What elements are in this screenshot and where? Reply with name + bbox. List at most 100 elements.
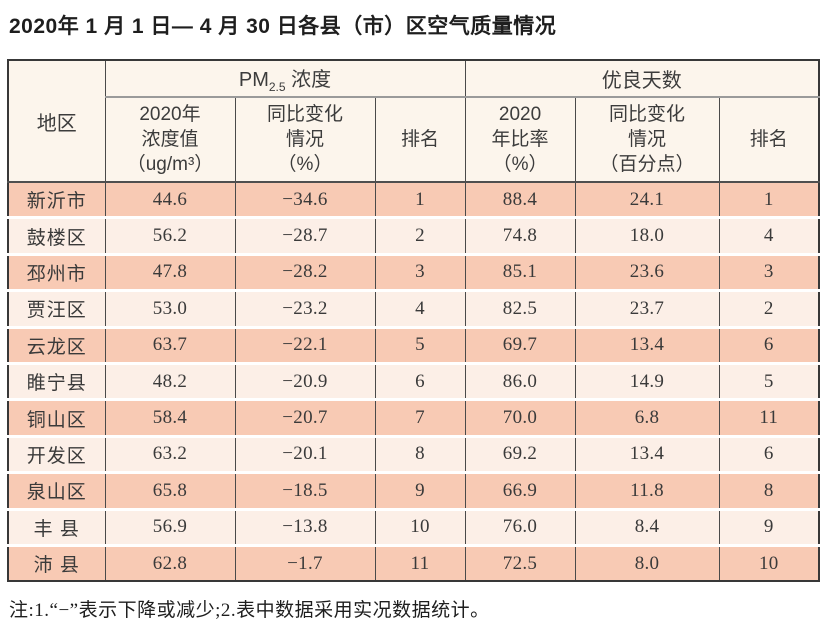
cell-good_ratio: 69.2 <box>464 436 576 475</box>
cell-pm25_value: 53.0 <box>104 290 235 329</box>
table-row: 开发区 63.2 −20.1 8 69.2 13.4 6 <box>7 436 820 475</box>
cell-good_change: 13.4 <box>574 436 720 475</box>
cell-good_ratio: 88.4 <box>464 182 576 220</box>
cell-pm25_rank: 11 <box>374 545 466 582</box>
table-row: 睢宁县 48.2 −20.9 6 86.0 14.9 5 <box>7 363 820 402</box>
cell-pm25_rank: 2 <box>374 217 466 256</box>
cell-pm25_change: −34.6 <box>234 182 375 220</box>
cell-good_change: 13.4 <box>574 327 720 365</box>
cell-good_ratio: 76.0 <box>464 509 576 547</box>
cell-good_change: 23.7 <box>574 290 720 329</box>
cell-good_change: 8.0 <box>574 545 720 582</box>
cell-region: 睢宁县 <box>7 363 105 402</box>
cell-good_rank: 6 <box>718 436 820 475</box>
cell-pm25_value: 47.8 <box>104 254 235 293</box>
cell-good_rank: 10 <box>718 545 820 582</box>
cell-good_ratio: 82.5 <box>464 290 576 329</box>
header-sub-row: 2020年 浓度值 （ug/m³） 同比变化 情况 （%） 排名 2020 年比… <box>8 97 820 183</box>
table-row: 邳州市 47.8 −28.2 3 85.1 23.6 3 <box>7 254 820 293</box>
cell-pm25_value: 58.4 <box>104 399 235 438</box>
cell-good_change: 24.1 <box>574 182 720 220</box>
column-group-good-days: 优良天数 <box>464 60 820 98</box>
column-header-pm25-rank: 排名 <box>374 97 466 183</box>
cell-good_change: 6.8 <box>574 399 720 438</box>
cell-pm25_change: −23.2 <box>234 290 375 329</box>
cell-good_change: 14.9 <box>574 363 720 402</box>
cell-region: 铜山区 <box>7 399 105 438</box>
table-header: 地区 PM2.5 浓度 优良天数 2020年 浓度值 （ug/m³） 同比变化 … <box>7 60 820 183</box>
cell-pm25_rank: 9 <box>374 472 466 511</box>
cell-good_ratio: 69.7 <box>464 327 576 365</box>
page-title: 2020年 1 月 1 日— 4 月 30 日各县（市）区空气质量情况 <box>9 15 557 38</box>
cell-good_change: 8.4 <box>574 509 720 547</box>
table-row: 鼓楼区 56.2 −28.7 2 74.8 18.0 4 <box>7 217 820 256</box>
cell-good_change: 18.0 <box>574 217 720 256</box>
cell-good_rank: 2 <box>718 290 820 329</box>
cell-pm25_value: 62.8 <box>104 545 235 582</box>
table-row: 沛 县 62.8 −1.7 11 72.5 8.0 10 <box>7 545 820 582</box>
cell-pm25_rank: 4 <box>374 290 466 329</box>
cell-pm25_rank: 5 <box>374 327 466 365</box>
cell-good_ratio: 85.1 <box>464 254 576 293</box>
cell-pm25_value: 65.8 <box>104 472 235 511</box>
cell-pm25_rank: 6 <box>374 363 466 402</box>
cell-pm25_change: −1.7 <box>234 545 375 582</box>
air-quality-table: 地区 PM2.5 浓度 优良天数 2020年 浓度值 （ug/m³） 同比变化 … <box>7 59 821 583</box>
table-body: 新沂市 44.6 −34.6 1 88.4 24.1 1 鼓楼区 56.2 −28.7 2 74.8 1… <box>7 182 820 582</box>
footnote: 注:1.“−”表示下降或减少;2.表中数据采用实况数据统计。 <box>9 600 490 622</box>
cell-pm25_change: −22.1 <box>234 327 375 365</box>
pm25-label-prefix: PM <box>238 69 269 91</box>
cell-pm25_value: 63.7 <box>104 327 235 365</box>
cell-region: 沛 县 <box>7 545 105 582</box>
cell-good_ratio: 74.8 <box>464 217 576 256</box>
cell-pm25_change: −28.2 <box>234 254 375 293</box>
cell-good_change: 23.6 <box>574 254 720 293</box>
table-row: 贾汪区 53.0 −23.2 4 82.5 23.7 2 <box>7 290 820 329</box>
cell-pm25_change: −20.1 <box>234 436 375 475</box>
cell-good_rank: 9 <box>718 509 820 547</box>
cell-pm25_value: 56.9 <box>104 509 235 547</box>
cell-region: 云龙区 <box>7 327 105 365</box>
cell-pm25_rank: 7 <box>374 399 466 438</box>
cell-good_ratio: 66.9 <box>464 472 576 511</box>
cell-region: 贾汪区 <box>7 290 105 329</box>
cell-pm25_change: −13.8 <box>234 509 375 547</box>
cell-pm25_value: 63.2 <box>104 436 235 475</box>
cell-pm25_rank: 8 <box>374 436 466 475</box>
column-header-pm25-change: 同比变化 情况 （%） <box>234 97 375 183</box>
table-row: 云龙区 63.7 −22.1 5 69.7 13.4 6 <box>7 327 820 365</box>
pm25-label-subscript: 2.5 <box>268 80 286 94</box>
cell-pm25_rank: 3 <box>374 254 466 293</box>
cell-good_ratio: 72.5 <box>464 545 576 582</box>
cell-region: 开发区 <box>7 436 105 475</box>
cell-pm25_change: −18.5 <box>234 472 375 511</box>
cell-good_change: 11.8 <box>574 472 720 511</box>
cell-pm25_change: −28.7 <box>234 217 375 256</box>
column-header-good-rank: 排名 <box>718 97 820 183</box>
column-group-pm25: PM2.5 浓度 <box>104 60 466 98</box>
cell-pm25_change: −20.7 <box>234 399 375 438</box>
table-row: 铜山区 58.4 −20.7 7 70.0 6.8 11 <box>7 399 820 438</box>
cell-region: 鼓楼区 <box>7 217 105 256</box>
cell-good_rank: 5 <box>718 363 820 402</box>
cell-good_rank: 1 <box>718 182 820 220</box>
cell-pm25_rank: 10 <box>374 509 466 547</box>
cell-region: 新沂市 <box>7 182 105 220</box>
header-group-row: 地区 PM2.5 浓度 优良天数 <box>7 60 820 183</box>
cell-pm25_change: −20.9 <box>234 363 375 402</box>
cell-pm25_value: 44.6 <box>104 182 235 220</box>
cell-pm25_rank: 1 <box>374 182 466 220</box>
column-header-good-ratio: 2020 年比率 （%） <box>464 97 576 183</box>
table-row: 泉山区 65.8 −18.5 9 66.9 11.8 8 <box>7 472 820 511</box>
pm25-label-suffix: 浓度 <box>285 69 332 91</box>
cell-good_ratio: 70.0 <box>464 399 576 438</box>
cell-good_rank: 4 <box>718 217 820 256</box>
cell-good_ratio: 86.0 <box>464 363 576 402</box>
cell-good_rank: 3 <box>718 254 820 293</box>
cell-region: 丰 县 <box>7 509 105 547</box>
cell-region: 邳州市 <box>7 254 105 293</box>
table-row: 丰 县 56.9 −13.8 10 76.0 8.4 9 <box>7 509 820 547</box>
cell-region: 泉山区 <box>7 472 105 511</box>
column-header-good-change: 同比变化 情况 （百分点） <box>574 97 720 183</box>
